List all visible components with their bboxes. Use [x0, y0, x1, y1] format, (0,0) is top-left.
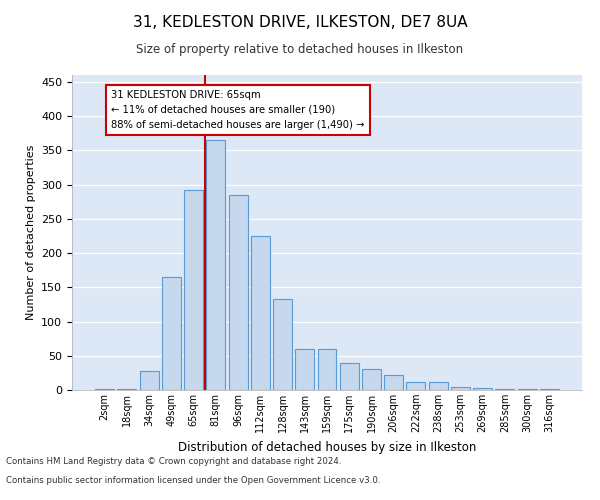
Bar: [140, 371, 158, 390]
X-axis label: Distribution of detached houses by size in Ilkeston: Distribution of detached houses by size …: [178, 440, 476, 454]
Bar: [473, 388, 492, 390]
Bar: [118, 388, 136, 390]
Y-axis label: Number of detached properties: Number of detached properties: [26, 145, 35, 320]
Bar: [206, 140, 225, 390]
Bar: [251, 236, 270, 390]
Bar: [384, 375, 403, 390]
Text: 31, KEDLESTON DRIVE, ILKESTON, DE7 8UA: 31, KEDLESTON DRIVE, ILKESTON, DE7 8UA: [133, 15, 467, 30]
Bar: [184, 190, 203, 390]
Bar: [295, 349, 314, 390]
Bar: [95, 388, 114, 390]
Bar: [496, 388, 514, 390]
Bar: [317, 349, 337, 390]
Text: Size of property relative to detached houses in Ilkeston: Size of property relative to detached ho…: [136, 42, 464, 56]
Bar: [429, 382, 448, 390]
Bar: [229, 195, 248, 390]
Bar: [273, 299, 292, 390]
Bar: [340, 362, 359, 390]
Text: 31 KEDLESTON DRIVE: 65sqm
← 11% of detached houses are smaller (190)
88% of semi: 31 KEDLESTON DRIVE: 65sqm ← 11% of detac…: [112, 90, 365, 130]
Bar: [406, 382, 425, 390]
Text: Contains HM Land Registry data © Crown copyright and database right 2024.: Contains HM Land Registry data © Crown c…: [6, 458, 341, 466]
Bar: [451, 386, 470, 390]
Text: Contains public sector information licensed under the Open Government Licence v3: Contains public sector information licen…: [6, 476, 380, 485]
Bar: [362, 370, 381, 390]
Bar: [162, 277, 181, 390]
